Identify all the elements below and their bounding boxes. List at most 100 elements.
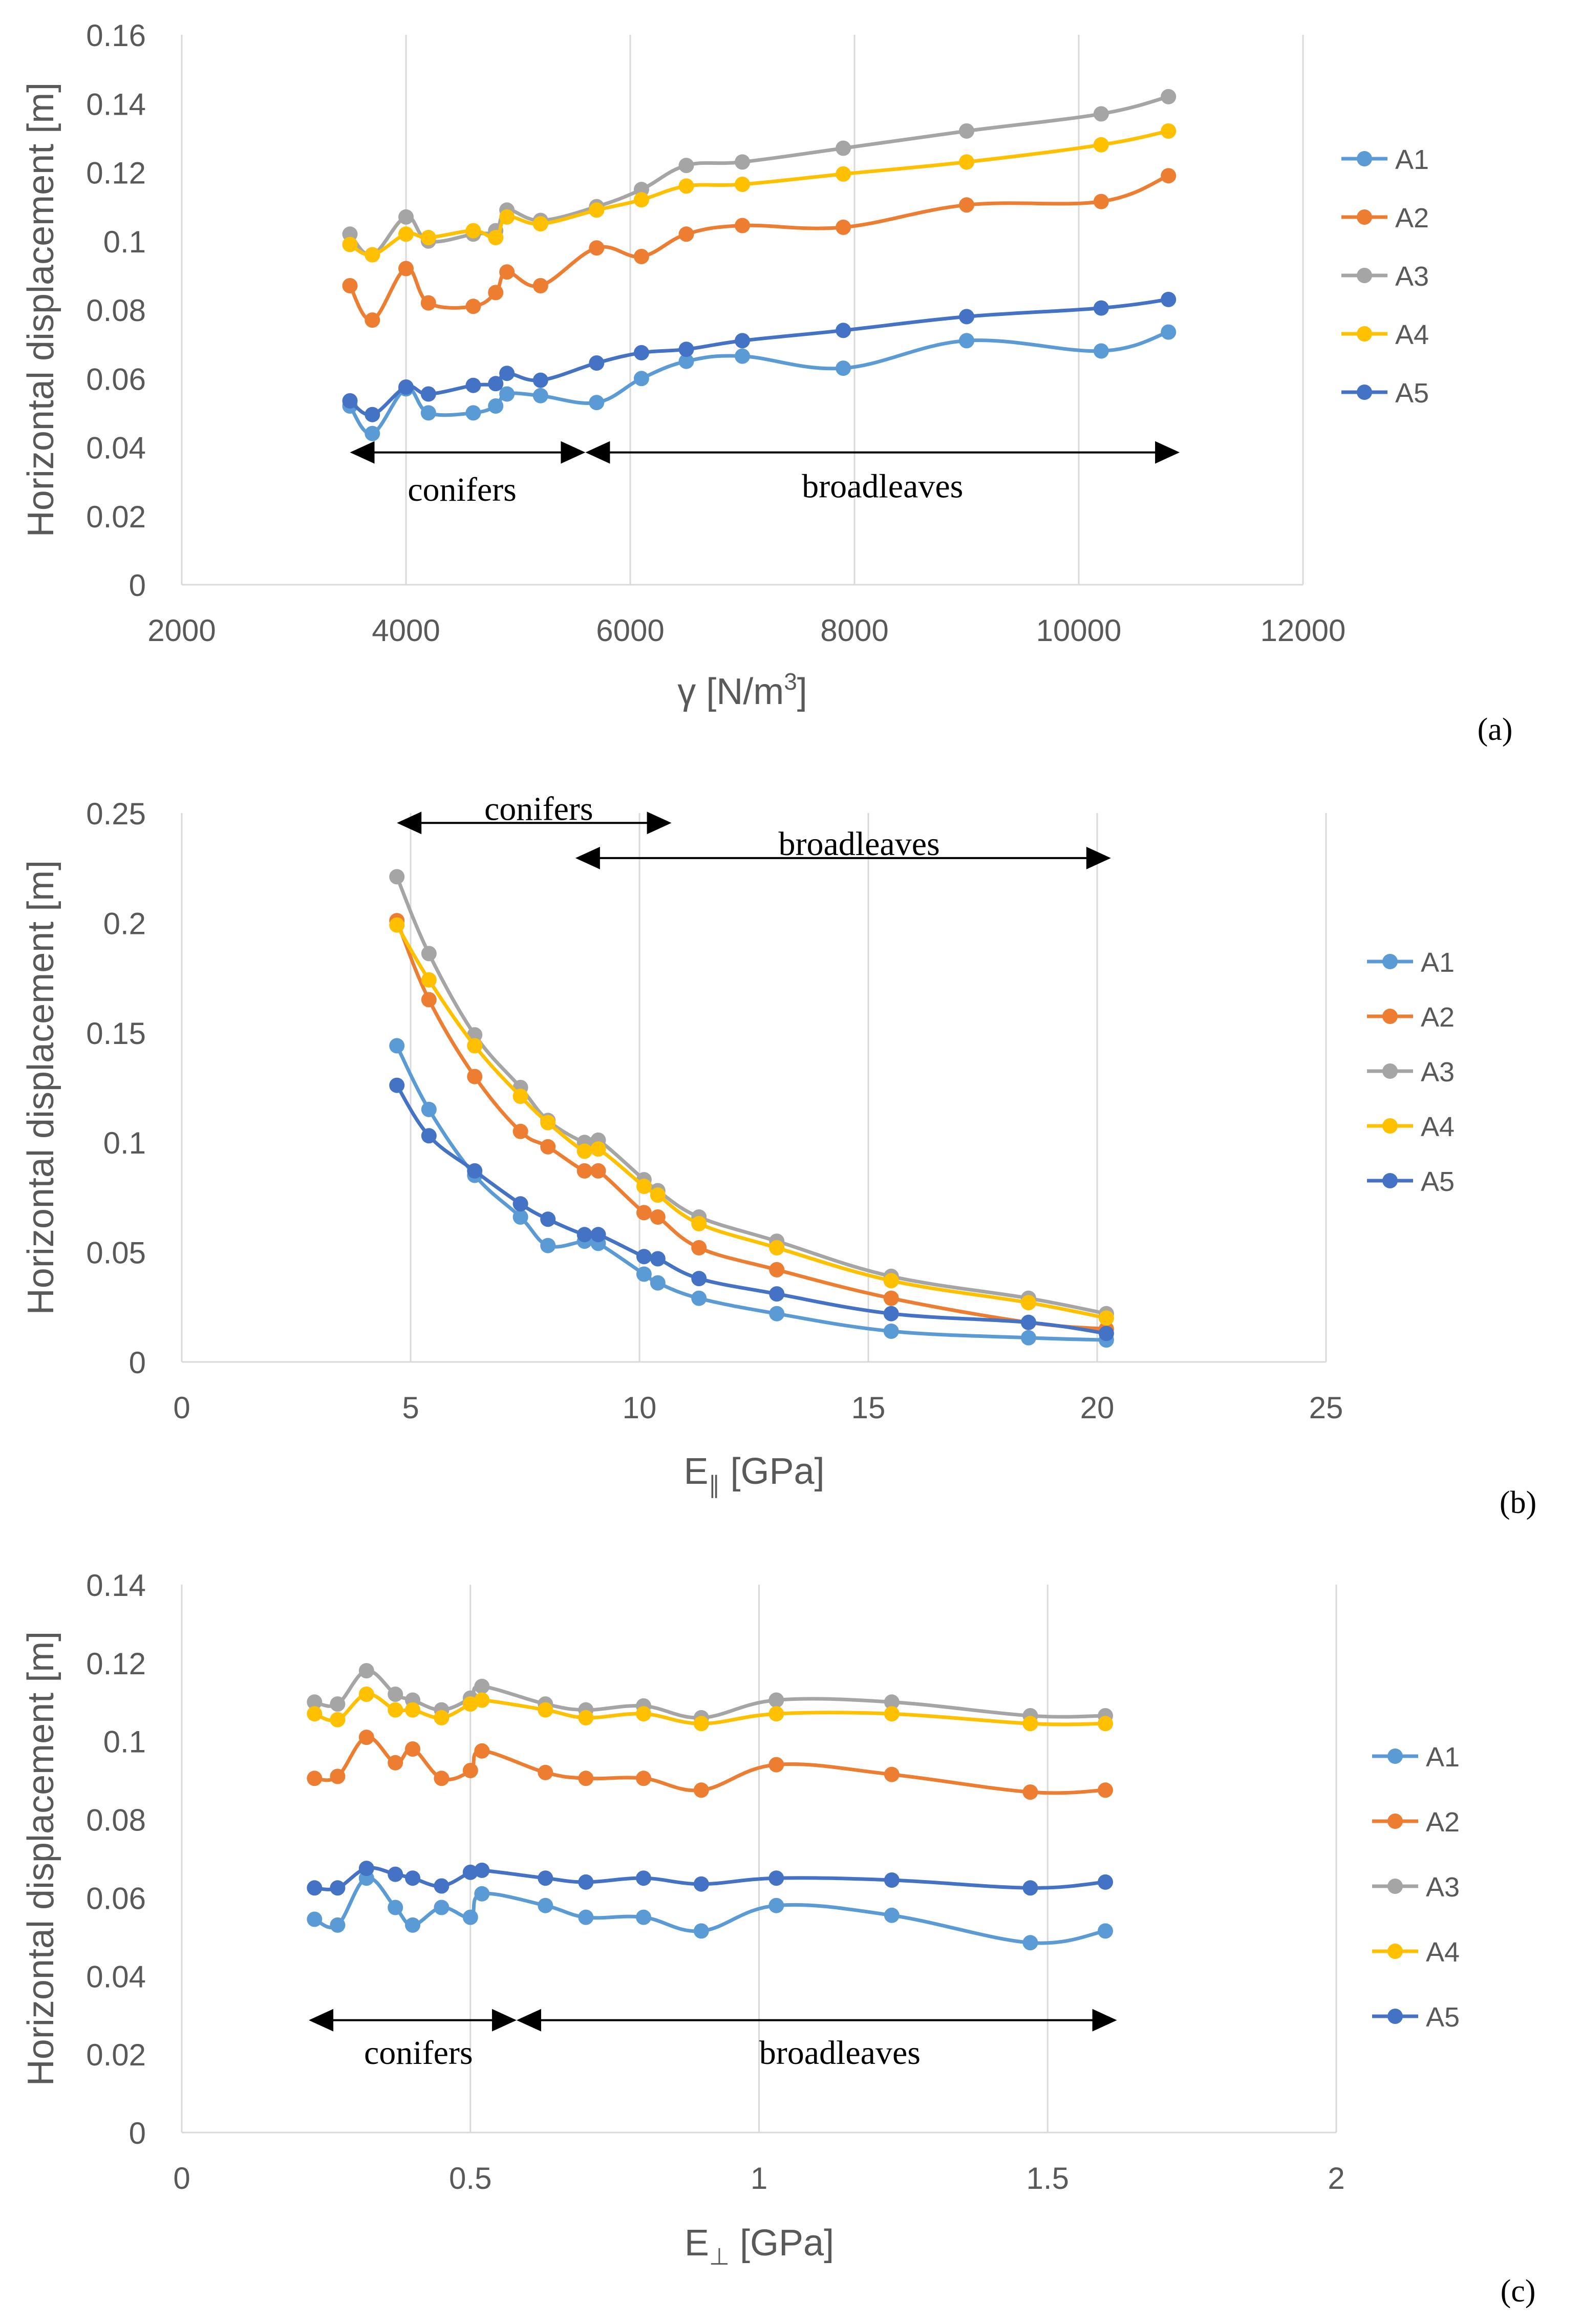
annotation-arrow-head-right [492,2009,517,2032]
legend-label: A2 [1395,203,1429,233]
series-A1 [307,1870,1113,1951]
data-point-A1 [389,1038,405,1054]
data-point-A5 [467,1163,483,1179]
data-point-A4 [884,1706,900,1722]
data-point-A5 [474,1862,490,1878]
data-point-A1 [499,386,515,402]
series-A4 [342,123,1177,263]
data-point-A1 [538,1897,553,1913]
data-point-A4 [1161,123,1177,139]
x-axis-label: γ [N/m3] [677,668,807,712]
y-tick-label: 0.02 [86,500,146,534]
legend-label: A1 [1395,144,1429,175]
data-point-A4 [389,917,405,933]
x-tick-label: 20 [1080,1391,1115,1425]
series-A5 [389,1077,1114,1341]
legend-marker [1382,1173,1398,1188]
data-point-A5 [836,323,851,338]
data-point-A4 [1020,1295,1036,1311]
series-line-A2 [312,1735,1107,1795]
y-tick-label: 0 [129,1346,146,1380]
x-tick-label: 8000 [820,613,888,648]
legend-label: A5 [1421,1166,1455,1197]
y-axis-label: Horizontal displacement [m] [20,1631,61,2086]
y-tick-label: 0.08 [86,1803,146,1838]
x-axis-label: E∥ [GPa] [683,1451,824,1498]
annotation-arrow-head-right [1155,441,1180,464]
data-point-A5 [540,1211,556,1227]
data-point-A3 [1093,106,1109,122]
data-point-A1 [465,405,481,421]
data-point-A3 [959,123,974,139]
data-point-A1 [1093,343,1109,359]
data-point-A5 [735,333,750,349]
data-point-A4 [499,209,515,225]
data-point-A1 [691,1290,707,1306]
data-point-A4 [769,1240,785,1255]
data-point-A1 [693,1923,709,1939]
data-point-A3 [678,158,694,174]
y-tick-label: 0.15 [86,1016,146,1051]
y-tick-label: 0.02 [86,2038,146,2072]
data-point-A5 [633,345,649,360]
data-point-A2 [959,197,974,213]
series-A4 [389,917,1114,1326]
annotation-label: broadleaves [759,2034,921,2072]
data-point-A2 [512,1123,528,1139]
data-point-A5 [1161,291,1177,307]
data-point-A4 [883,1273,899,1289]
data-point-A1 [768,1897,784,1913]
legend-marker [1357,151,1372,166]
data-point-A4 [398,226,414,242]
data-point-A2 [499,264,515,280]
y-tick-label: 0.08 [86,293,146,328]
annotation-arrow-head-right [1086,846,1111,869]
data-point-A3 [358,1663,374,1679]
legend-marker [1382,954,1398,969]
data-point-A1 [1161,324,1177,340]
data-point-A2 [434,1771,450,1786]
series-line-A2 [348,174,1170,322]
data-point-A1 [512,1209,528,1225]
series-A2 [307,1730,1113,1800]
legend-label: A3 [1426,1872,1460,1903]
data-point-A1 [330,1917,346,1933]
legend-entry-A1: A1 [1367,947,1455,978]
legend-marker [1382,1118,1398,1134]
data-point-A1 [1022,1935,1038,1951]
y-axis-label: Horizontal displacement [m] [20,860,61,1315]
data-point-A2 [589,240,605,256]
data-point-A5 [358,1861,374,1877]
annotation-label: broadleaves [779,825,940,863]
data-point-A5 [389,1077,405,1093]
x-tick-label: 0.5 [449,2161,492,2195]
data-point-A1 [735,348,750,364]
y-tick-label: 0.2 [103,906,146,941]
data-point-A5 [959,309,974,325]
series-line-A2 [395,919,1108,1331]
legend-marker [1382,1063,1398,1079]
x-tick-label: 1 [751,2161,767,2195]
y-tick-label: 0.05 [86,1236,146,1270]
data-point-A5 [1093,300,1109,316]
data-point-A1 [462,1909,478,1925]
legend-marker [1357,268,1372,283]
data-point-A1 [405,1917,420,1933]
legend-label: A1 [1421,947,1455,978]
data-point-A4 [358,1687,374,1702]
series-A1 [389,1038,1114,1348]
annotation-arrow-head-right [561,441,586,464]
data-point-A4 [636,1706,651,1722]
data-point-A4 [836,166,851,182]
series-line-A5 [395,1083,1108,1335]
data-point-A1 [532,388,548,403]
data-point-A5 [420,386,436,402]
legend-entry-A5: A5 [1367,1166,1455,1197]
x-tick-label: 25 [1309,1391,1343,1425]
data-point-A4 [474,1692,490,1708]
series-A2 [389,913,1114,1337]
data-point-A1 [307,1911,323,1927]
data-point-A1 [388,1900,403,1915]
data-point-A5 [405,1870,420,1886]
